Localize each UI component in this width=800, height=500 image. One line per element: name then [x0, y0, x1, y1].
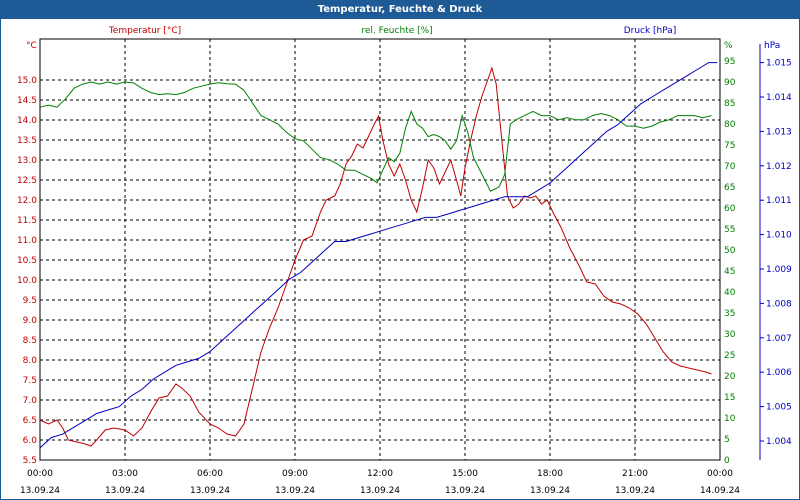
temperature-tick-label: 10.5 — [17, 256, 37, 266]
humidity-tick-label: 10 — [724, 414, 736, 424]
temperature-tick-label: 9.5 — [23, 296, 37, 306]
humidity-tick-label: 35 — [724, 309, 735, 319]
temperature-tick-label: 14.5 — [17, 96, 37, 106]
humidity-tick-label: 25 — [724, 351, 735, 361]
humidity-tick-label: 95 — [724, 57, 735, 67]
temperature-tick-label: 8.0 — [23, 356, 38, 366]
x-tick-date: 13.09.24 — [20, 486, 60, 496]
humidity-tick-label: 45 — [724, 267, 735, 277]
pressure-tick-label: 1.007 — [766, 334, 792, 344]
temperature-axis-title: Temperatur [°C] — [108, 26, 181, 36]
x-tick-date: 13.09.24 — [190, 486, 230, 496]
humidity-tick-label: 55 — [724, 225, 735, 235]
pressure-tick-label: 1.004 — [766, 437, 792, 447]
pressure-tick-label: 1.015 — [766, 59, 792, 69]
humidity-tick-label: 30 — [724, 330, 736, 340]
humidity-tick-label: 85 — [724, 99, 735, 109]
humidity-axis-title: rel. Feuchte [%] — [361, 26, 432, 36]
plot-area-border — [39, 38, 721, 461]
x-tick-time: 00:00 — [707, 469, 733, 479]
axis-labels: 00:00 13.09.24 03:00 13.09.24 06:00 13.09.24 0… — [17, 26, 792, 496]
pressure-axis-title: Druck [hPa] — [624, 26, 677, 36]
humidity-tick-label: 50 — [724, 246, 736, 256]
humidity-tick-label: 40 — [724, 288, 736, 298]
temperature-tick-label: 12.0 — [17, 196, 37, 206]
temperature-tick-label: 11.0 — [17, 236, 37, 246]
x-tick-time: 06:00 — [197, 469, 223, 479]
pressure-tick-label: 1.014 — [766, 93, 792, 103]
pressure-tick-label: 1.006 — [766, 368, 792, 378]
humidity-tick-label: 5 — [724, 435, 730, 445]
pressure-tick-label: 1.009 — [766, 265, 792, 275]
humidity-tick-label: 0 — [724, 456, 730, 466]
pressure-line — [39, 62, 718, 449]
x-tick-time: 15:00 — [452, 469, 478, 479]
pressure-tick-label: 1.010 — [766, 231, 792, 241]
humidity-tick-label: 75 — [724, 141, 735, 151]
temperature-tick-label: 12.5 — [17, 176, 37, 186]
temperature-unit: °C — [26, 41, 37, 51]
pressure-tick-label: 1.013 — [766, 127, 792, 137]
x-tick-time: 09:00 — [282, 469, 308, 479]
humidity-tick-label: 20 — [724, 372, 736, 382]
temperature-tick-label: 6.0 — [23, 436, 38, 446]
humidity-line — [39, 81, 712, 192]
humidity-tick-label: 80 — [724, 120, 736, 130]
chart-title: Temperatur, Feuchte & Druck — [1, 1, 799, 19]
grid-lines — [40, 39, 720, 461]
temperature-tick-label: 8.5 — [23, 336, 37, 346]
humidity-tick-label: 70 — [724, 162, 736, 172]
x-tick-date: 13.09.24 — [275, 486, 315, 496]
x-tick-date: 13.09.24 — [105, 486, 145, 496]
humidity-tick-label: 60 — [724, 204, 736, 214]
pressure-tick-label: 1.008 — [766, 299, 792, 309]
temperature-tick-label: 10.0 — [17, 276, 37, 286]
pressure-tick-label: 1.011 — [766, 196, 792, 206]
temperature-line — [39, 66, 712, 447]
data-series — [39, 62, 718, 449]
humidity-unit: % — [724, 41, 733, 51]
temperature-tick-label: 13.0 — [17, 156, 37, 166]
x-tick-time: 18:00 — [537, 469, 563, 479]
x-tick-time: 00:00 — [27, 469, 53, 479]
temperature-tick-label: 7.0 — [23, 396, 38, 406]
x-tick-date: 13.09.24 — [445, 486, 485, 496]
x-tick-time: 03:00 — [112, 469, 138, 479]
x-tick-date: 13.09.24 — [360, 486, 400, 496]
humidity-tick-label: 15 — [724, 393, 735, 403]
humidity-tick-label: 65 — [724, 183, 735, 193]
temperature-tick-label: 7.5 — [23, 376, 37, 386]
temperature-tick-label: 5.5 — [23, 456, 37, 466]
humidity-tick-label: 90 — [724, 78, 736, 88]
pressure-tick-label: 1.005 — [766, 403, 792, 413]
pressure-unit: hPa — [764, 41, 780, 51]
temperature-tick-label: 13.5 — [17, 136, 37, 146]
axes — [39, 38, 764, 461]
temperature-tick-label: 9.0 — [23, 316, 38, 326]
temperature-tick-label: 15.0 — [17, 76, 37, 86]
pressure-tick-label: 1.012 — [766, 162, 792, 172]
x-tick-time: 12:00 — [367, 469, 393, 479]
x-tick-date: 13.09.24 — [615, 486, 655, 496]
temperature-tick-label: 14.0 — [17, 116, 37, 126]
temperature-tick-label: 6.5 — [23, 416, 37, 426]
temperature-tick-label: 11.5 — [17, 216, 37, 226]
x-tick-time: 21:00 — [622, 469, 648, 479]
x-tick-date: 14.09.24 — [700, 486, 740, 496]
x-tick-date: 13.09.24 — [530, 486, 570, 496]
